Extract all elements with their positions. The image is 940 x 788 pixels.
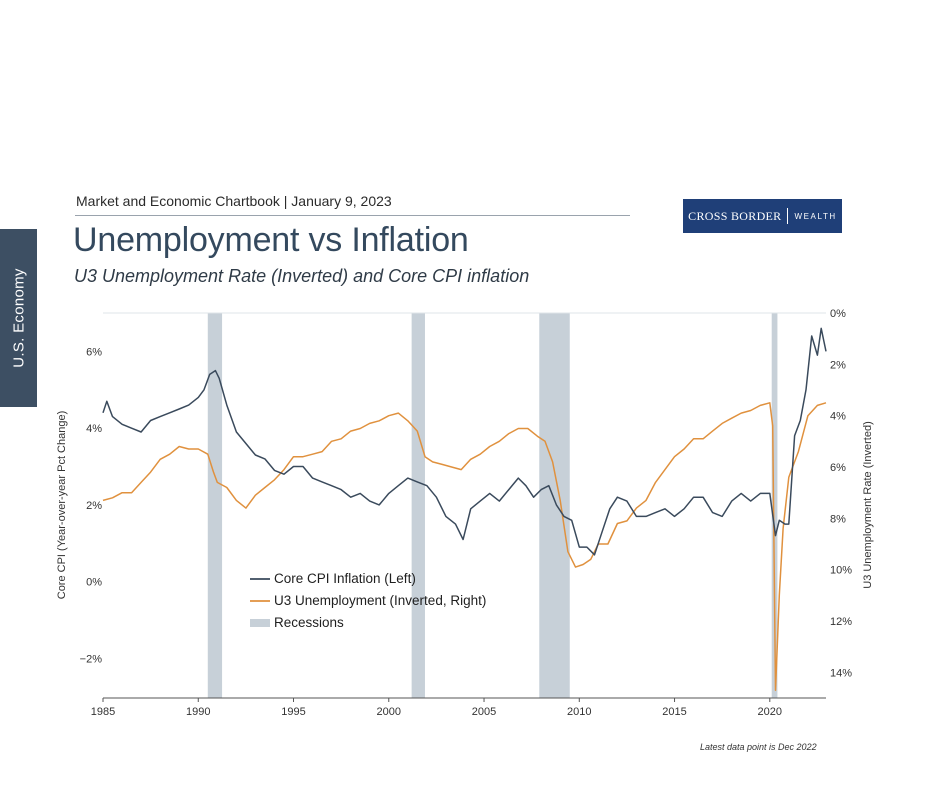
y-right-tick-label: 0% xyxy=(830,308,846,320)
legend-swatch-recessions xyxy=(250,619,270,627)
cpi-line xyxy=(102,327,827,556)
header-divider xyxy=(75,215,630,216)
x-tick-label: 2000 xyxy=(377,706,401,718)
y-left-tick-label: 6% xyxy=(86,346,102,358)
y-left-tick-label: −2% xyxy=(80,653,103,665)
y-left-tick-label: 4% xyxy=(86,423,102,435)
x-tick-label: 2005 xyxy=(472,706,496,718)
y-right-tick-label: 12% xyxy=(830,616,852,628)
axes: 1985 1990 1995 2000 2005 2010 2015 2020 −2% 0% 2% 4… xyxy=(56,308,874,718)
y-right-tick-label: 4% xyxy=(830,411,846,423)
legend-label: U3 Unemployment (Inverted, Right) xyxy=(274,593,486,608)
logo-text-secondary: WEALTH xyxy=(794,211,837,221)
logo-divider xyxy=(787,208,789,224)
recession-band xyxy=(207,313,223,698)
chartbook-header: Market and Economic Chartbook | January … xyxy=(76,193,392,209)
chart-title: Unemployment vs Inflation xyxy=(73,221,469,259)
y-right-tick-label: 10% xyxy=(830,565,852,577)
legend-label: Core CPI Inflation (Left) xyxy=(274,571,416,586)
chart-subtitle: U3 Unemployment Rate (Inverted) and Core… xyxy=(74,266,530,286)
x-tick-label: 2015 xyxy=(662,706,686,718)
recession-bands xyxy=(207,313,778,698)
x-tick-label: 1990 xyxy=(186,706,210,718)
y-left-axis-title: Core CPI (Year-over-year Pct Change) xyxy=(56,411,68,600)
y-left-tick-label: 2% xyxy=(86,500,102,512)
x-tick-label: 2020 xyxy=(758,706,782,718)
footnote: Latest data point is Dec 2022 xyxy=(700,742,817,752)
y-right-tick-label: 14% xyxy=(830,667,852,679)
logo-text-primary: CROSS BORDER xyxy=(688,208,782,223)
recession-band xyxy=(771,313,778,698)
recession-band xyxy=(411,313,425,698)
legend-label: Recessions xyxy=(274,615,344,630)
x-tick-label: 1995 xyxy=(281,706,305,718)
section-tab: U.S. Economy xyxy=(0,229,37,407)
x-tick-label: 1985 xyxy=(91,706,115,718)
legend: Core CPI Inflation (Left) U3 Unemployment… xyxy=(250,571,486,630)
y-left-tick-label: 0% xyxy=(86,577,102,589)
series-lines xyxy=(102,327,827,692)
y-right-axis-title: U3 Unemployment Rate (Inverted) xyxy=(862,421,874,589)
y-right-tick-label: 8% xyxy=(830,513,846,525)
x-tick-label: 2010 xyxy=(567,706,591,718)
y-right-tick-label: 6% xyxy=(830,462,846,474)
y-right-tick-label: 2% xyxy=(830,359,846,371)
recession-band xyxy=(539,313,570,698)
brand-logo: CROSS BORDER WEALTH xyxy=(683,199,842,233)
unemployment-line xyxy=(102,402,827,692)
